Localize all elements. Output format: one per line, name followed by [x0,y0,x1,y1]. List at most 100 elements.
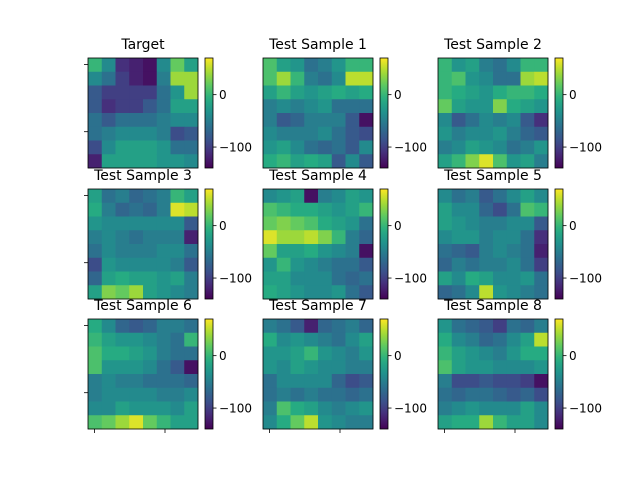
heatmap-cell [115,126,130,141]
heatmap-cell [129,189,144,204]
heatmap-cell [184,189,199,204]
heatmap-cell [129,202,144,217]
heatmap-cell [101,58,116,73]
heatmap-cell [345,189,360,204]
heatmap-cell [170,113,185,128]
heatmap-cell [101,319,116,334]
heatmap-cell [156,319,171,334]
heatmap-cell [88,257,103,272]
heatmap-cell [184,154,199,169]
heatmap-cell [479,244,494,259]
heatmap-cell [465,71,480,86]
heatmap-cell [438,285,453,300]
heatmap-cell [318,332,333,347]
heatmap-cell [143,271,158,286]
colorbar [379,188,389,300]
heatmap-cell [318,387,333,402]
heatmap-cell [129,415,144,430]
heatmap-cell [438,189,453,204]
heatmap-cell [304,387,319,402]
heatmap-cell [479,415,494,430]
heatmap-cell [276,244,291,259]
heatmap-cell [506,154,521,169]
heatmap-cell [170,140,185,155]
colorbar-tick-label: 0 [219,349,227,363]
heatmap-cell [318,58,333,73]
heatmap-cell [359,257,374,272]
heatmap-cell [304,257,319,272]
heatmap-cell [263,285,278,300]
heatmap-cell [479,387,494,402]
heatmap-cell [318,230,333,245]
subplot-title: Test Sample 4 [268,168,367,184]
heatmap-cell [465,346,480,361]
heatmap-cell [101,154,116,169]
heatmap-cell [465,360,480,375]
heatmap-cell [129,113,144,128]
heatmap-cell [184,71,199,86]
heatmap-cell [276,401,291,416]
heatmap-cell [290,154,305,169]
heatmap-cell [331,360,346,375]
heatmap-cell [438,154,453,169]
heatmap-cell [290,189,305,204]
heatmap-cell [359,140,374,155]
heatmap-cell [438,415,453,430]
heatmap-cell [493,257,508,272]
heatmap-cell [143,58,158,73]
heatmap-cell [263,401,278,416]
heatmap-cell [143,126,158,141]
heatmap-cell [129,244,144,259]
heatmap-cell [534,202,549,217]
heatmap-cell [534,257,549,272]
heatmap-cell [534,85,549,100]
heatmap-cell [479,285,494,300]
heatmap-cell [479,202,494,217]
heatmap-cell [129,85,144,100]
colorbar [204,57,214,169]
heatmap-cell [184,415,199,430]
heatmap-cell [170,360,185,375]
heatmap-cell [170,332,185,347]
heatmap-cell [438,71,453,86]
heatmap-cell [345,257,360,272]
heatmap-cell [359,319,374,334]
axes-frame [262,188,374,300]
heatmap-cell [290,387,305,402]
heatmap-cell [520,126,535,141]
heatmap-cell [129,71,144,86]
heatmap-cell [493,126,508,141]
subplot-title: Target [120,37,165,53]
heatmap-cell [506,332,521,347]
heatmap-cell [359,113,374,128]
heatmap-cell [359,271,374,286]
heatmap-cell [170,374,185,389]
colorbar-tick-label: 0 [219,88,227,102]
heatmap-cell [438,401,453,416]
heatmap-cell [345,401,360,416]
heatmap-cell [359,202,374,217]
heatmap-cell [263,271,278,286]
heatmap-cell [184,99,199,114]
heatmap-cell [331,230,346,245]
heatmap-cell [88,126,103,141]
heatmap-cell [345,58,360,73]
heatmap-cell [170,257,185,272]
heatmap-cell [520,401,535,416]
heatmap-cell [290,285,305,300]
heatmap-cell [184,285,199,300]
heatmap-cell [438,202,453,217]
colorbar-tick-label: −100 [394,140,427,154]
heatmap-cell [465,387,480,402]
axes-frame [437,57,549,169]
heatmap-cell [520,154,535,169]
heatmap-cell [276,271,291,286]
heatmap-cell [493,189,508,204]
heatmap-cell [276,154,291,169]
heatmap-cell [101,387,116,402]
heatmap-cell [129,285,144,300]
heatmap-cell [276,319,291,334]
heatmap-cell [290,113,305,128]
heatmap-cell [101,189,116,204]
axes-frame [87,318,199,430]
